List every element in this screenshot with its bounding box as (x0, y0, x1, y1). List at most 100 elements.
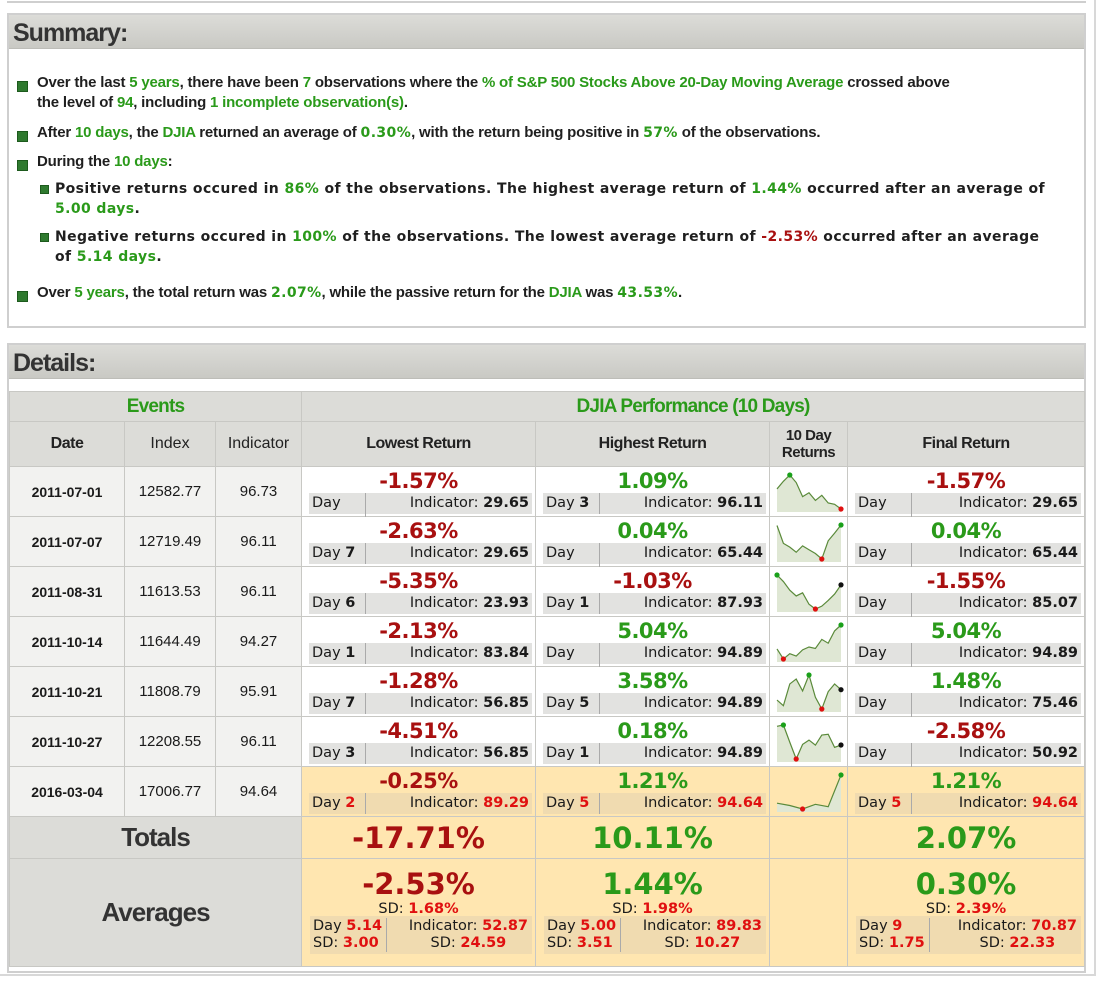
averages-label: Averages (8, 858, 303, 967)
lowest-return-value: -1.28% (379, 669, 458, 693)
highest-return-cell: -1.03% Day 1 Indicator: 87.93 (535, 566, 771, 617)
sparkline-line (776, 723, 841, 761)
index-cell: 17006.77 (124, 766, 216, 817)
date-cell: 2016-03-04 (9, 766, 125, 817)
indicator-link[interactable]: % of S&P 500 Stocks Above 20-Day Moving … (481, 74, 844, 91)
index-cell: 12208.55 (124, 716, 216, 767)
col-header-highest[interactable]: Highest Return (535, 421, 771, 467)
sparkline-area (776, 674, 841, 712)
totals-label: Totals (8, 816, 303, 859)
index-cell: 11808.79 (124, 666, 216, 717)
sparkline-end-point (837, 741, 844, 748)
highest-return-value: 3.58% (617, 669, 688, 693)
col-header-indicator[interactable]: Indicator (214, 421, 303, 467)
final-return-detail: Day 10Indicator: 50.92 (855, 743, 1082, 785)
details-table: Events DJIA Performance (10 Days) Date I… (8, 391, 1086, 967)
averages-highest-value: 1.44% (602, 867, 703, 901)
sparkline-chart (776, 621, 844, 662)
sparkline-max-point (837, 771, 844, 778)
index-cell: 12719.49 (124, 516, 216, 567)
lowest-return-value: -2.13% (379, 619, 458, 643)
highest-return-cell: 3.58% Day 5 Indicator: 94.89 (535, 666, 771, 717)
lowest-return-detail: Day 7 Indicator: 56.85 (309, 693, 533, 714)
sub-bullet-square-icon (40, 233, 49, 242)
col-header-lowest[interactable]: Lowest Return (301, 421, 537, 467)
sparkline-area (776, 624, 841, 662)
col-header-index[interactable]: Index (124, 421, 216, 467)
top-edge (7, 0, 1086, 3)
lowest-return-cell: -0.25% Day 2 Indicator: 89.29 (301, 766, 537, 817)
sparkline-max-point (837, 621, 844, 628)
indicator-cell: 96.73 (214, 466, 303, 517)
highest-return-value: -1.03% (613, 569, 692, 593)
sparkline-min-point (818, 555, 824, 562)
sparkline-end-point (837, 581, 844, 587)
index-cell: 12582.77 (124, 466, 216, 517)
totals-row: Totals -17.71% 10.11% 2.07% (8, 816, 1086, 859)
final-return-detail: Day 10Indicator: 94.89 (855, 643, 1082, 685)
col-header-final[interactable]: Final Return (847, 421, 1086, 467)
final-return-detail: Day 5 Indicator: 94.64 (855, 793, 1082, 814)
sparkline-max-point (786, 471, 792, 478)
indicator-cell: 96.11 (214, 566, 303, 617)
final-return-cell: 0.04%Day 10Indicator: 65.44 (847, 516, 1086, 585)
sparkline-min-point (812, 605, 818, 612)
indicator-cell: 95.91 (214, 666, 303, 717)
highest-return-value: 1.09% (617, 469, 688, 493)
sparkline-max-point (773, 571, 780, 578)
final-return-detail: Day 10Indicator: 65.44 (855, 543, 1082, 585)
table-row: 2011-10-21 11808.79 95.91 -1.28% Day 7 Indica… (9, 666, 1086, 735)
highest-return-detail: Day 5 Indicator: 94.64 (543, 793, 767, 814)
final-return-value: 1.48% (930, 669, 1002, 693)
date-cell: 2011-10-27 (9, 716, 125, 767)
sparkline-chart (773, 571, 844, 612)
lowest-return-value: -0.25% (379, 769, 458, 793)
sparkline-max-point (780, 721, 786, 728)
averages-row: Averages -2.53% SD: 1.68% Day 5.14 SD: 3.00 I… (8, 858, 1086, 967)
final-return-value: -1.55% (926, 569, 1006, 593)
sparkline-min-point (837, 505, 844, 512)
sparkline-cell (769, 716, 849, 767)
years-link[interactable]: 5 years (129, 74, 180, 91)
sparkline-chart (776, 671, 844, 712)
bullet-square-icon (17, 81, 28, 92)
sparkline-cell (769, 766, 849, 817)
indicator-cell: 96.11 (214, 716, 303, 767)
highest-return-cell: 1.21% Day 5 Indicator: 94.64 (535, 766, 771, 817)
final-return-cell: -1.57%Day 10Indicator: 29.65 (847, 466, 1086, 535)
final-return-cell: -2.58%Day 10Indicator: 50.92 (847, 716, 1086, 785)
highest-return-cell: 0.04%Day 10Indicator: 65.44 (535, 516, 771, 585)
final-return-cell: 5.04%Day 10Indicator: 94.89 (847, 616, 1086, 685)
lowest-return-detail: Day 7 Indicator: 29.65 (309, 543, 533, 564)
col-header-date[interactable]: Date (9, 421, 125, 467)
sparkline-chart (776, 721, 844, 762)
summary-title: Summary: (9, 15, 1084, 49)
final-return-detail: Day 10Indicator: 75.46 (855, 693, 1082, 735)
indicator-cell: 94.27 (214, 616, 303, 667)
final-return-detail: Day 10Indicator: 29.65 (855, 493, 1082, 535)
sparkline-chart (775, 521, 844, 562)
highest-return-detail: Day 1 Indicator: 94.89 (543, 743, 767, 764)
sub-bullet-square-icon (40, 185, 49, 194)
incomplete-link[interactable]: 1 incomplete observation(s) (210, 94, 404, 111)
final-return-value: 1.21% (930, 769, 1002, 793)
lowest-return-cell: -5.35% Day 6 Indicator: 23.93 (301, 566, 537, 617)
summary-panel: Summary: Over the last 5 years, there ha… (7, 13, 1086, 328)
index-cell: 11613.53 (124, 566, 216, 617)
sparkline-cell (769, 616, 849, 667)
lowest-return-detail: Day 2 Indicator: 89.29 (309, 793, 533, 814)
bullet-square-icon (17, 291, 28, 302)
sparkline-cell (769, 466, 849, 517)
sparkline-min-point (780, 655, 786, 662)
totals-lowest: -17.71% (301, 816, 537, 859)
sparkline-max-point (837, 521, 844, 528)
lowest-return-cell: -1.28% Day 7 Indicator: 56.85 (301, 666, 537, 717)
sparkline-min-point (799, 805, 805, 812)
final-return-value: -1.57% (926, 469, 1006, 493)
index-cell: 11644.49 (124, 616, 216, 667)
summary-bullet-total: Over 5 years, the total return was 2.07%… (37, 284, 682, 301)
sparkline-max-point (805, 671, 812, 678)
lowest-return-value: -2.63% (379, 519, 458, 543)
